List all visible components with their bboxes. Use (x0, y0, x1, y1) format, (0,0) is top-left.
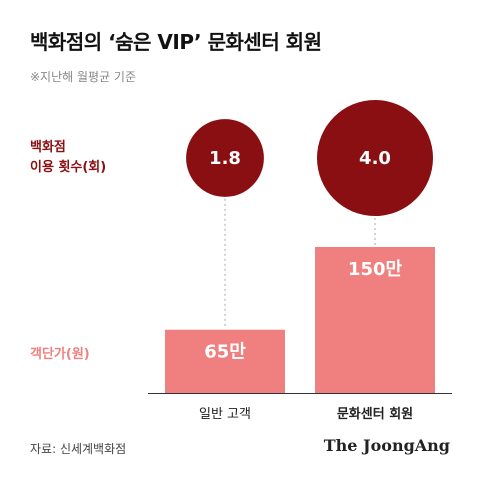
amount-bar (315, 247, 435, 393)
amount-bar-label: 150만 (348, 259, 403, 280)
x-tick-label: 일반 고객 (199, 407, 251, 422)
x-tick-label: 문화센터 회원 (337, 406, 413, 422)
visit-series-label: 백화점 이용 횟수(회) (30, 138, 106, 178)
visit-bubble (317, 100, 433, 216)
chart-title: 백화점의 ‘숨은 VIP’ 문화센터 회원 (30, 30, 322, 54)
chart-subtitle: ※지난해 월평균 기준 (30, 70, 137, 84)
amount-bar (165, 329, 285, 393)
visit-bubble-label: 1.8 (209, 148, 241, 169)
amount-bar-label: 65만 (204, 342, 246, 363)
visit-series-label-line-1: 백화점 (30, 140, 66, 155)
visit-bubble (186, 119, 264, 197)
visit-series-label-line-2: 이용 횟수(회) (30, 160, 107, 175)
publisher-logo: The JoongAng (323, 436, 450, 455)
visit-bubble-label: 4.0 (359, 148, 391, 169)
source-note: 자료: 신세계백화점 (30, 442, 127, 456)
amount-series-label: 객단가(원) (30, 347, 90, 362)
